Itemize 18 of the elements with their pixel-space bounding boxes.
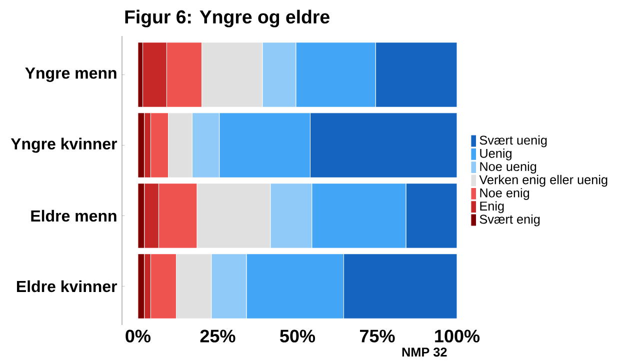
x-tick-label: 25%	[200, 330, 236, 342]
legend-label: Enig	[480, 201, 504, 214]
text: NMP 32	[402, 348, 447, 357]
x-tick-label: 100%	[435, 330, 480, 342]
legend-label: Verken enig eller uenig	[479, 174, 608, 187]
x-tick-label: 50%	[280, 330, 316, 342]
legend-label: Svært uenig	[480, 135, 547, 148]
x-tick-label: 75%	[360, 330, 395, 342]
y-tick-label: Eldre menn	[31, 210, 116, 222]
legend-label: Noe enig	[480, 188, 530, 200]
legend-label: Svært enig	[480, 214, 540, 226]
y-tick-label: Yngre menn	[25, 68, 116, 82]
y-tick-label: Yngre kvinner	[10, 138, 118, 153]
x-tick-label: 0%	[126, 330, 150, 342]
chart-title: Figur 6: Yngre og eldre	[125, 10, 330, 28]
y-tick-label: Eldre kvinner	[16, 280, 118, 292]
legend-label: Uenig	[480, 148, 512, 160]
legend-label: Noe uenig	[480, 162, 536, 174]
